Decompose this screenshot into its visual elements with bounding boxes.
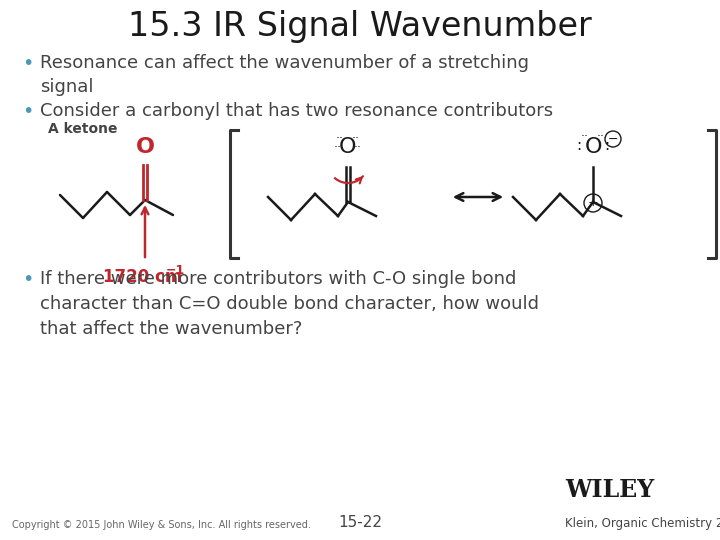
Text: +: +	[588, 197, 598, 210]
Text: ··: ··	[336, 132, 344, 145]
Text: ··: ··	[354, 141, 362, 154]
Text: −: −	[608, 132, 618, 145]
Text: O: O	[135, 137, 155, 157]
Text: ··: ··	[597, 130, 605, 143]
Text: 15.3 IR Signal Wavenumber: 15.3 IR Signal Wavenumber	[128, 10, 592, 43]
Text: A ketone: A ketone	[48, 122, 117, 136]
Text: •: •	[22, 270, 33, 289]
Text: •: •	[22, 54, 33, 73]
Text: If there were more contributors with C-O single bond
character than C=O double b: If there were more contributors with C-O…	[40, 270, 539, 338]
Text: Klein, Organic Chemistry 2e: Klein, Organic Chemistry 2e	[565, 517, 720, 530]
Text: Resonance can affect the wavenumber of a stretching
signal: Resonance can affect the wavenumber of a…	[40, 54, 529, 96]
Text: :: :	[604, 138, 610, 153]
Text: :: :	[577, 138, 582, 153]
Text: Consider a carbonyl that has two resonance contributors: Consider a carbonyl that has two resonan…	[40, 102, 553, 120]
Text: ··: ··	[581, 130, 589, 143]
Text: −1: −1	[166, 264, 184, 277]
Text: O: O	[339, 137, 356, 157]
Text: WILEY: WILEY	[565, 478, 654, 502]
Text: Copyright © 2015 John Wiley & Sons, Inc. All rights reserved.: Copyright © 2015 John Wiley & Sons, Inc.…	[12, 520, 311, 530]
Text: O: O	[584, 137, 602, 157]
Text: ··: ··	[334, 141, 342, 154]
Text: 1720 cm: 1720 cm	[104, 268, 183, 286]
Text: ··: ··	[352, 132, 360, 145]
Text: 15-22: 15-22	[338, 515, 382, 530]
Text: •: •	[22, 102, 33, 121]
